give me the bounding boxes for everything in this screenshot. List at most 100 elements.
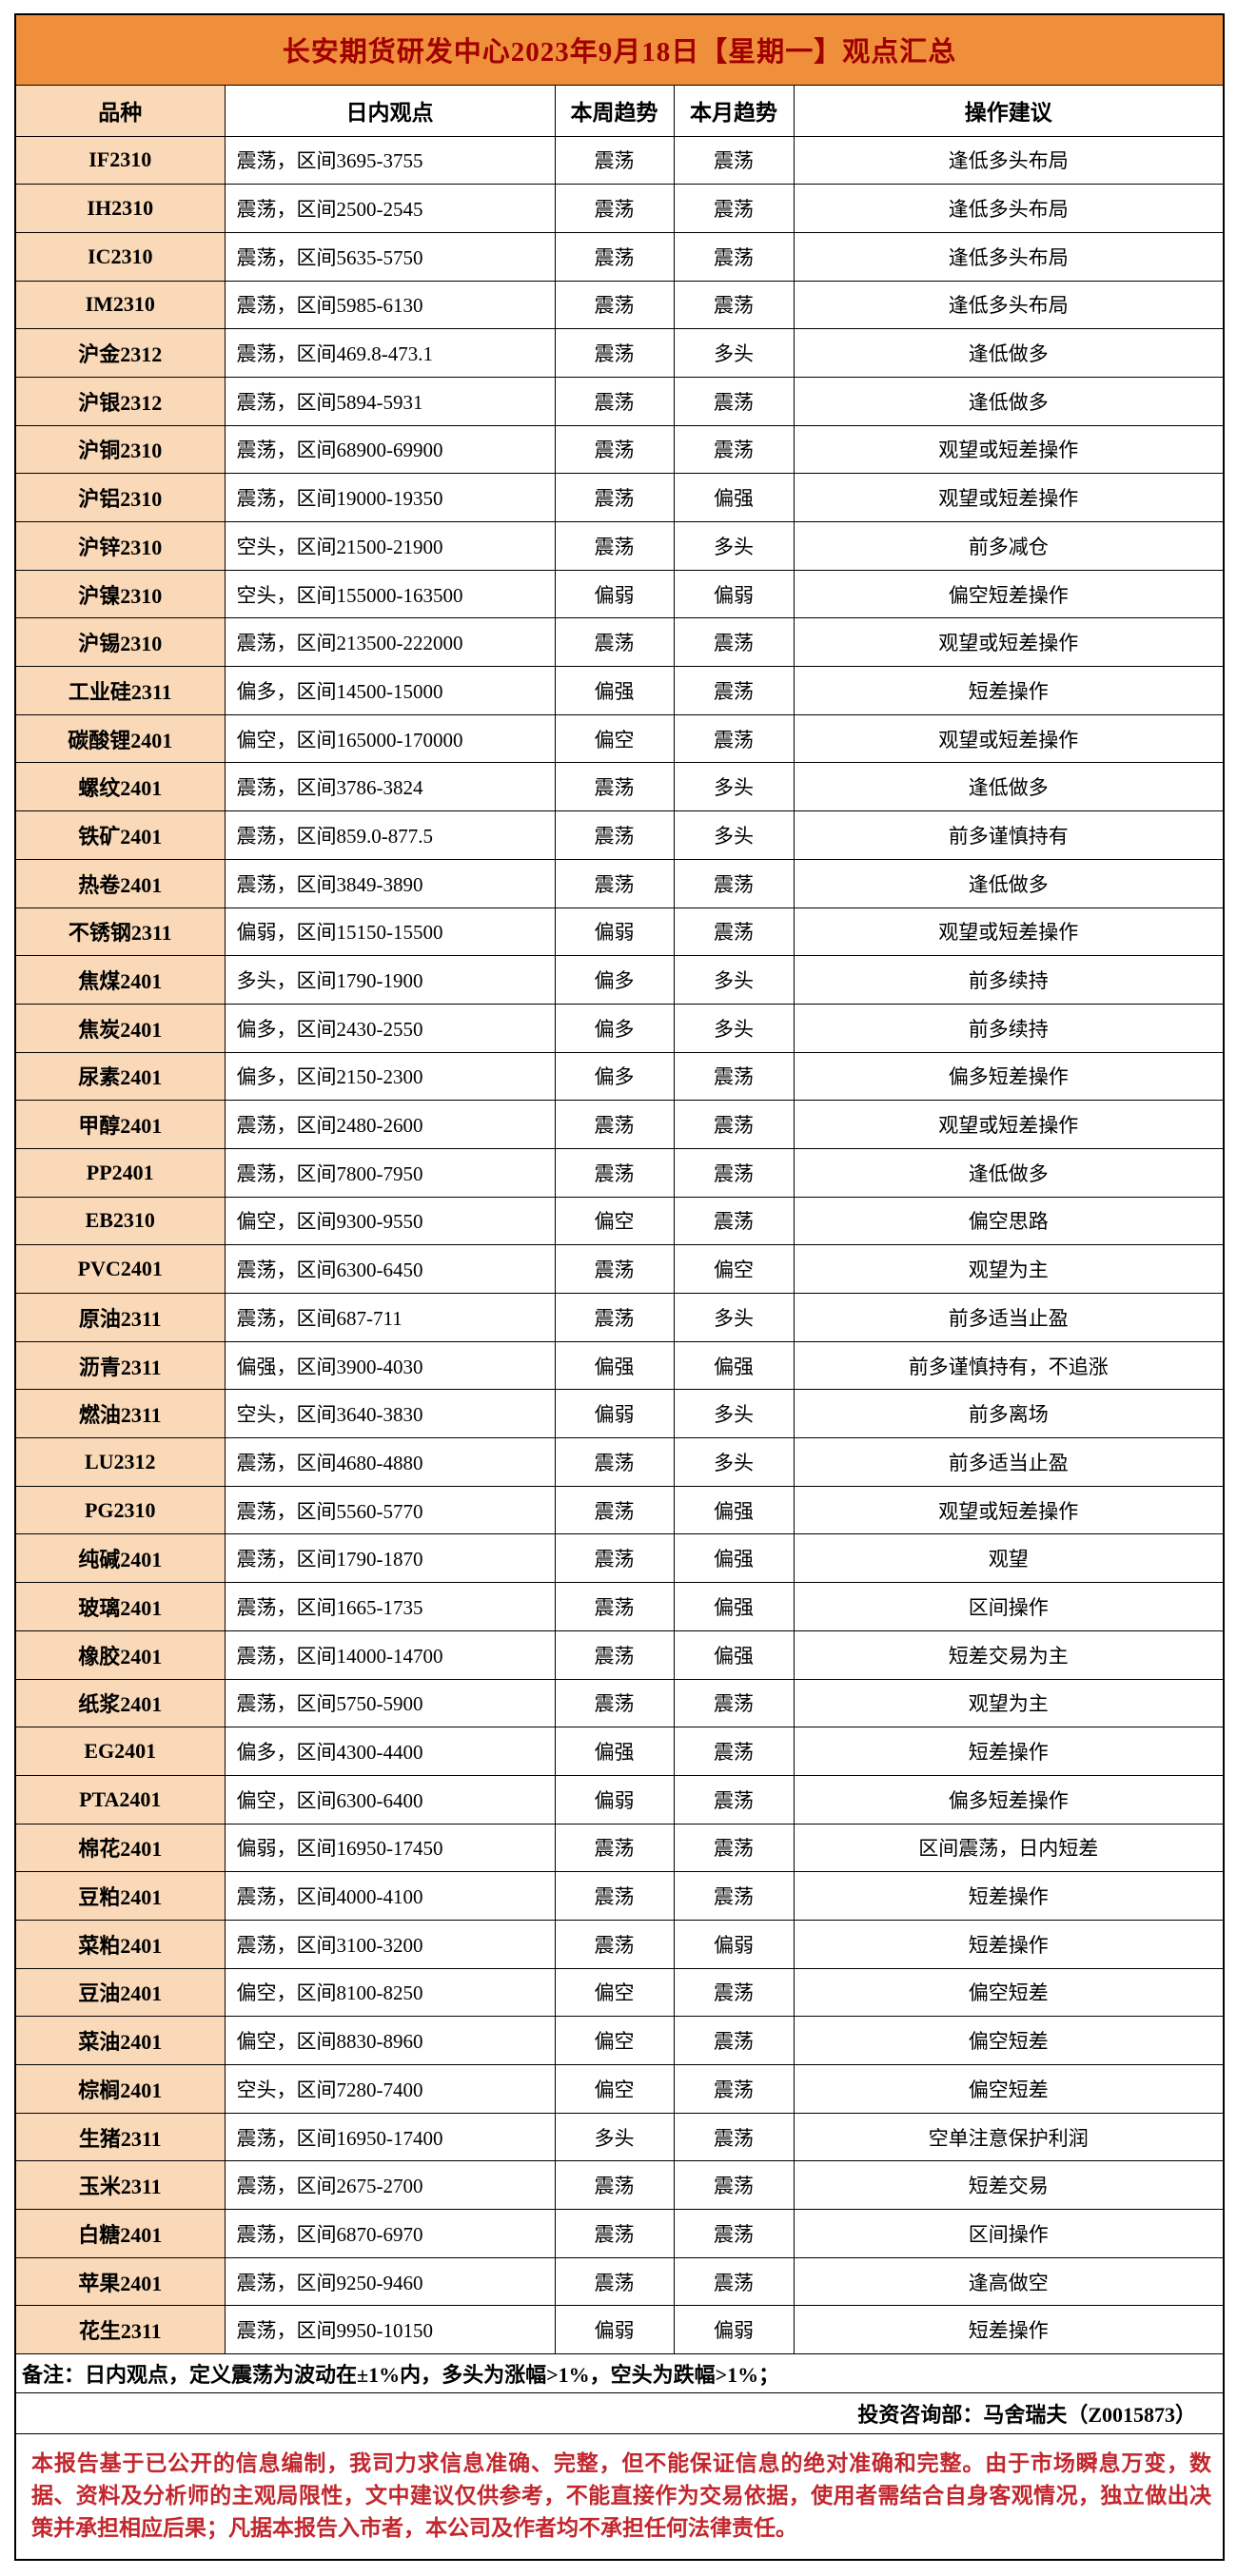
table-row: IF2310 震荡，区间3695-3755 震荡 震荡 逢低多头布局: [14, 135, 1225, 185]
month-trend-cell: 震荡: [673, 1774, 795, 1825]
week-trend-cell: 偏多: [554, 1003, 675, 1053]
column-header-row: 品种 日内观点 本周趋势 本月趋势 操作建议: [14, 84, 1225, 137]
table-row: PG2310 震荡，区间5560-5770 震荡 偏强 观望或短差操作: [14, 1485, 1225, 1535]
week-trend-cell: 震荡: [554, 1485, 675, 1535]
week-trend-cell: 震荡: [554, 2209, 675, 2258]
month-trend-cell: 多头: [673, 328, 795, 378]
intraday-view-cell: 震荡，区间5635-5750: [224, 231, 556, 282]
column-header: 品种: [14, 84, 226, 137]
column-header: 日内观点: [224, 84, 556, 137]
intraday-view-cell: 震荡，区间4680-4880: [224, 1437, 556, 1487]
variety-cell: LU2312: [14, 1437, 226, 1487]
month-trend-cell: 震荡: [673, 1147, 795, 1198]
viewpoint-table: 长安期货研发中心2023年9月18日【星期一】观点汇总 品种 日内观点 本周趋势 本月…: [14, 13, 1226, 2561]
variety-cell: 橡胶2401: [14, 1630, 226, 1680]
advice-cell: 逢低多头布局: [793, 231, 1225, 282]
table-row: 棕榈2401 空头，区间7280-7400 偏空 震荡 偏空短差: [14, 2064, 1225, 2114]
month-trend-cell: 偏强: [673, 1340, 795, 1391]
week-trend-cell: 震荡: [554, 2256, 675, 2307]
month-trend-cell: 震荡: [673, 2016, 795, 2065]
advice-cell: 前多续持: [793, 1003, 1225, 1053]
week-trend-cell: 震荡: [554, 1244, 675, 1294]
variety-cell: 不锈钢2311: [14, 907, 226, 957]
intraday-view-cell: 震荡，区间3849-3890: [224, 858, 556, 908]
intraday-view-cell: 震荡，区间5750-5900: [224, 1678, 556, 1728]
week-trend-cell: 偏空: [554, 713, 675, 764]
note-row: 备注：日内观点，定义震荡为波动在±1%内，多头为涨幅>1%，空头为跌幅>1%；: [14, 2353, 1225, 2394]
variety-cell: 豆油2401: [14, 1967, 226, 2018]
variety-cell: EB2310: [14, 1196, 226, 1246]
table-row: LU2312 震荡，区间4680-4880 震荡 多头 前多适当止盈: [14, 1437, 1225, 1487]
variety-cell: 纯碱2401: [14, 1533, 226, 1584]
variety-cell: 花生2311: [14, 2305, 226, 2355]
disclaimer-text: 本报告基于已公开的信息编制，我司力求信息准确、完整，但不能保证信息的绝对准确和完…: [14, 2433, 1225, 2561]
variety-cell: 工业硅2311: [14, 666, 226, 715]
variety-cell: 铁矿2401: [14, 810, 226, 860]
week-trend-cell: 偏空: [554, 1967, 675, 2018]
table-row: 生猪2311 震荡，区间16950-17400 多头 震荡 空单注意保护利润: [14, 2112, 1225, 2162]
week-trend-cell: 震荡: [554, 1919, 675, 1969]
advice-cell: 观望或短差操作: [793, 473, 1225, 522]
variety-cell: 棕榈2401: [14, 2064, 226, 2114]
variety-cell: 玻璃2401: [14, 1582, 226, 1631]
month-trend-cell: 震荡: [673, 231, 795, 282]
variety-cell: IH2310: [14, 184, 226, 233]
variety-cell: 焦煤2401: [14, 955, 226, 1005]
advice-cell: 区间操作: [793, 1582, 1225, 1631]
month-trend-cell: 多头: [673, 521, 795, 571]
variety-cell: 甲醇2401: [14, 1100, 226, 1149]
advice-cell: 前多谨慎持有，不追涨: [793, 1340, 1225, 1391]
table-row: PP2401 震荡，区间7800-7950 震荡 震荡 逢低做多: [14, 1147, 1225, 1198]
month-trend-cell: 多头: [673, 1389, 795, 1439]
note-text: 备注：日内观点，定义震荡为波动在±1%内，多头为涨幅>1%，空头为跌幅>1%；: [14, 2353, 1225, 2394]
advice-cell: 短差操作: [793, 1871, 1225, 1921]
advice-cell: 逢低多头布局: [793, 135, 1225, 185]
intraday-view-cell: 空头，区间155000-163500: [224, 569, 556, 619]
advice-cell: 短差操作: [793, 1919, 1225, 1969]
intraday-view-cell: 震荡，区间2480-2600: [224, 1100, 556, 1149]
variety-cell: 纸浆2401: [14, 1678, 226, 1728]
month-trend-cell: 多头: [673, 955, 795, 1005]
intraday-view-cell: 偏弱，区间15150-15500: [224, 907, 556, 957]
month-trend-cell: 震荡: [673, 1823, 795, 1873]
intraday-view-cell: 震荡，区间3100-3200: [224, 1919, 556, 1969]
disclaimer-row: 本报告基于已公开的信息编制，我司力求信息准确、完整，但不能保证信息的绝对准确和完…: [14, 2433, 1225, 2561]
table-row: PVC2401 震荡，区间6300-6450 震荡 偏空 观望为主: [14, 1244, 1225, 1294]
advice-cell: 观望或短差操作: [793, 1485, 1225, 1535]
intraday-view-cell: 震荡，区间2500-2545: [224, 184, 556, 233]
advice-cell: 前多谨慎持有: [793, 810, 1225, 860]
table-row: 焦煤2401 多头，区间1790-1900 偏多 多头 前多续持: [14, 955, 1225, 1005]
advice-cell: 偏空思路: [793, 1196, 1225, 1246]
advice-cell: 短差操作: [793, 2305, 1225, 2355]
month-trend-cell: 震荡: [673, 1678, 795, 1728]
table-row: 纯碱2401 震荡，区间1790-1870 震荡 偏强 观望: [14, 1533, 1225, 1584]
advice-cell: 短差交易为主: [793, 1630, 1225, 1680]
intraday-view-cell: 震荡，区间9950-10150: [224, 2305, 556, 2355]
variety-cell: 沪镍2310: [14, 569, 226, 619]
month-trend-cell: 震荡: [673, 135, 795, 185]
month-trend-cell: 震荡: [673, 1727, 795, 1776]
table-row: 甲醇2401 震荡，区间2480-2600 震荡 震荡 观望或短差操作: [14, 1100, 1225, 1149]
month-trend-cell: 偏空: [673, 1244, 795, 1294]
advice-cell: 观望为主: [793, 1678, 1225, 1728]
variety-cell: IC2310: [14, 231, 226, 282]
intraday-view-cell: 震荡，区间3786-3824: [224, 762, 556, 812]
week-trend-cell: 偏强: [554, 1340, 675, 1391]
month-trend-cell: 震荡: [673, 907, 795, 957]
variety-cell: 热卷2401: [14, 858, 226, 908]
variety-cell: 菜油2401: [14, 2016, 226, 2065]
variety-cell: PTA2401: [14, 1774, 226, 1825]
month-trend-cell: 震荡: [673, 666, 795, 715]
month-trend-cell: 偏弱: [673, 2305, 795, 2355]
table-row: 玉米2311 震荡，区间2675-2700 震荡 震荡 短差交易: [14, 2160, 1225, 2211]
intraday-view-cell: 震荡，区间6300-6450: [224, 1244, 556, 1294]
week-trend-cell: 震荡: [554, 135, 675, 185]
month-trend-cell: 震荡: [673, 2256, 795, 2307]
advice-cell: 前多适当止盈: [793, 1437, 1225, 1487]
variety-cell: 燃油2311: [14, 1389, 226, 1439]
intraday-view-cell: 震荡，区间16950-17400: [224, 2112, 556, 2162]
intraday-view-cell: 偏多，区间4300-4400: [224, 1727, 556, 1776]
table-row: 沪锌2310 空头，区间21500-21900 震荡 多头 前多减仓: [14, 521, 1225, 571]
intraday-view-cell: 空头，区间3640-3830: [224, 1389, 556, 1439]
variety-cell: 原油2311: [14, 1293, 226, 1342]
